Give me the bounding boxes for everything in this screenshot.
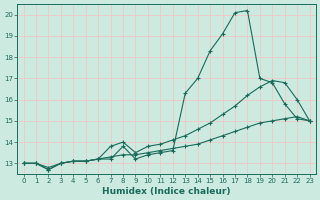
X-axis label: Humidex (Indice chaleur): Humidex (Indice chaleur) xyxy=(102,187,231,196)
